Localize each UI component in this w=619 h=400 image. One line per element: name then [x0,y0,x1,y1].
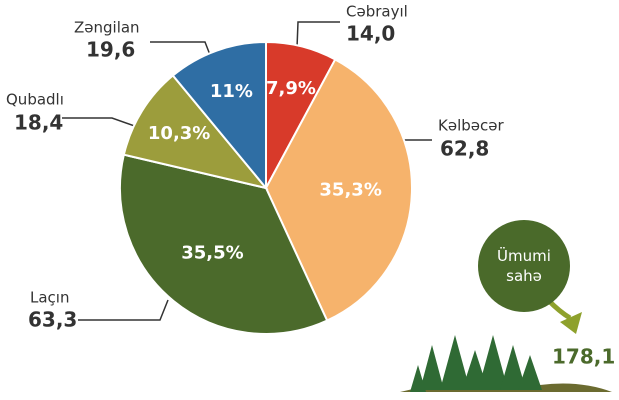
leader-line [78,299,169,321]
leader-line [296,21,340,49]
slice-name: Cəbrayıl [346,3,408,21]
pie-slice [119,153,329,335]
arrow-head [560,312,582,334]
percent-label: 10,3% [148,123,210,144]
percent-label: 35,3% [319,180,381,201]
slice-name: Qubadlı [6,91,64,109]
percent-label: 7,9% [266,78,316,99]
slice-name: Zəngilan [74,19,140,37]
slice-name: Laçın [30,289,69,307]
percent-label: 11% [210,81,253,102]
total-value: 178,1 [552,345,615,369]
slice-value: 18,4 [14,111,63,135]
slice-value: 14,0 [346,22,395,46]
percent-label: 35,5% [181,243,243,264]
slice-value: 62,8 [440,137,489,161]
pie-slice [122,74,269,190]
total-label: Ümumi sahə [478,220,570,312]
pie-slice [171,40,267,191]
forest [400,335,612,392]
pie: 7,9% 35,3% 35,5% 10,3%11% [119,40,413,335]
slice-value: 63,3 [28,308,77,332]
pie-slice [264,58,413,322]
slice-value: 19,6 [86,38,135,62]
slice-name: Kəlbəcər [438,117,504,135]
